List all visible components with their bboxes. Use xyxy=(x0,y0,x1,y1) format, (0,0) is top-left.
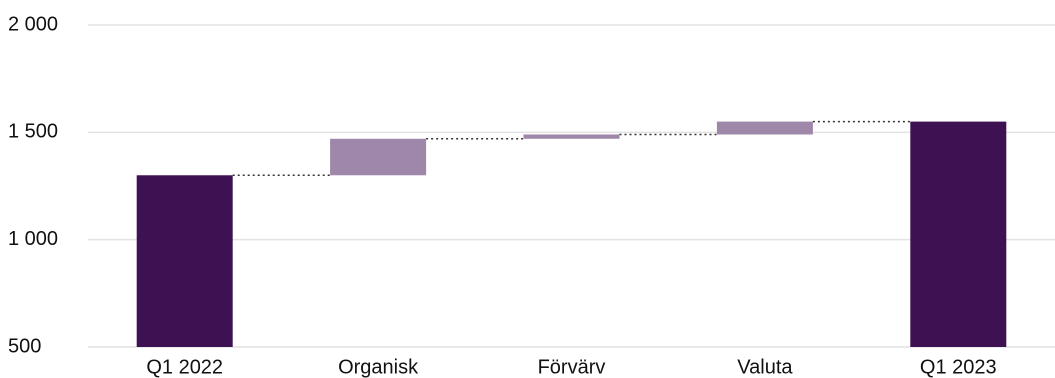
x-tick-label: Valuta xyxy=(737,356,793,378)
bar xyxy=(910,121,1007,347)
x-tick-label: Q1 2023 xyxy=(920,356,997,378)
x-tick-label: Organisk xyxy=(338,356,419,378)
bar xyxy=(330,138,427,176)
bar xyxy=(136,175,233,347)
bar xyxy=(523,134,620,139)
x-tick-label: Förvärv xyxy=(538,356,606,378)
bar xyxy=(716,121,813,135)
x-tick-label: Q1 2022 xyxy=(146,356,223,378)
y-tick-label: 1 000 xyxy=(8,228,58,250)
y-tick-label: 1 500 xyxy=(8,121,58,143)
y-tick-label: 500 xyxy=(8,335,41,357)
y-tick-label: 2 000 xyxy=(8,13,58,35)
